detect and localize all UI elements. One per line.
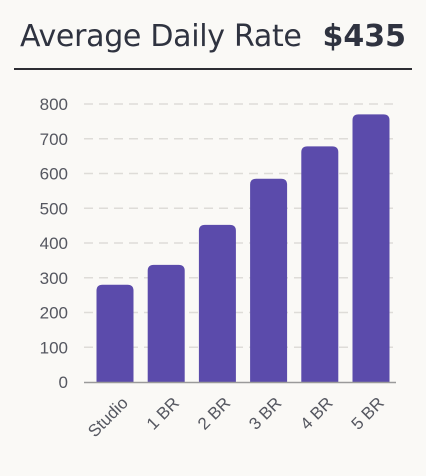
y-tick-label: 800: [40, 95, 68, 114]
y-tick-label: 400: [40, 234, 68, 253]
x-tick-label: 5 BR: [348, 393, 388, 433]
x-axis-ticks: Studio 1 BR 2 BR 3 BR 4 BR 5 BR: [84, 393, 388, 441]
bar-5-br: [352, 114, 390, 383]
y-axis-ticks: 0 100 200 300 400 500 600 700 800: [40, 95, 68, 392]
y-tick-label: 700: [40, 130, 68, 149]
x-tick-label: 3 BR: [245, 393, 285, 433]
y-tick-label: 500: [40, 199, 68, 218]
bar-studio: [96, 284, 134, 382]
bar-4-br: [301, 146, 339, 382]
card-header: Average Daily Rate $435: [14, 14, 412, 70]
bar-2-br: [198, 224, 236, 382]
y-tick-label: 0: [59, 373, 68, 392]
y-tick-label: 100: [40, 338, 68, 357]
card-title: Average Daily Rate: [20, 19, 302, 54]
x-tick-label: Studio: [84, 393, 132, 441]
bars: [96, 114, 390, 383]
bar-3-br: [250, 178, 288, 382]
x-tick-label: 4 BR: [296, 393, 336, 433]
y-tick-label: 600: [40, 165, 68, 184]
x-tick-label: 1 BR: [143, 393, 183, 433]
y-tick-label: 300: [40, 269, 68, 288]
grid-lines: [84, 103, 396, 348]
average-rate-value: $435: [322, 19, 407, 54]
bar-1-br: [147, 264, 185, 382]
x-tick-label: 2 BR: [194, 393, 234, 433]
y-tick-label: 200: [40, 304, 68, 323]
